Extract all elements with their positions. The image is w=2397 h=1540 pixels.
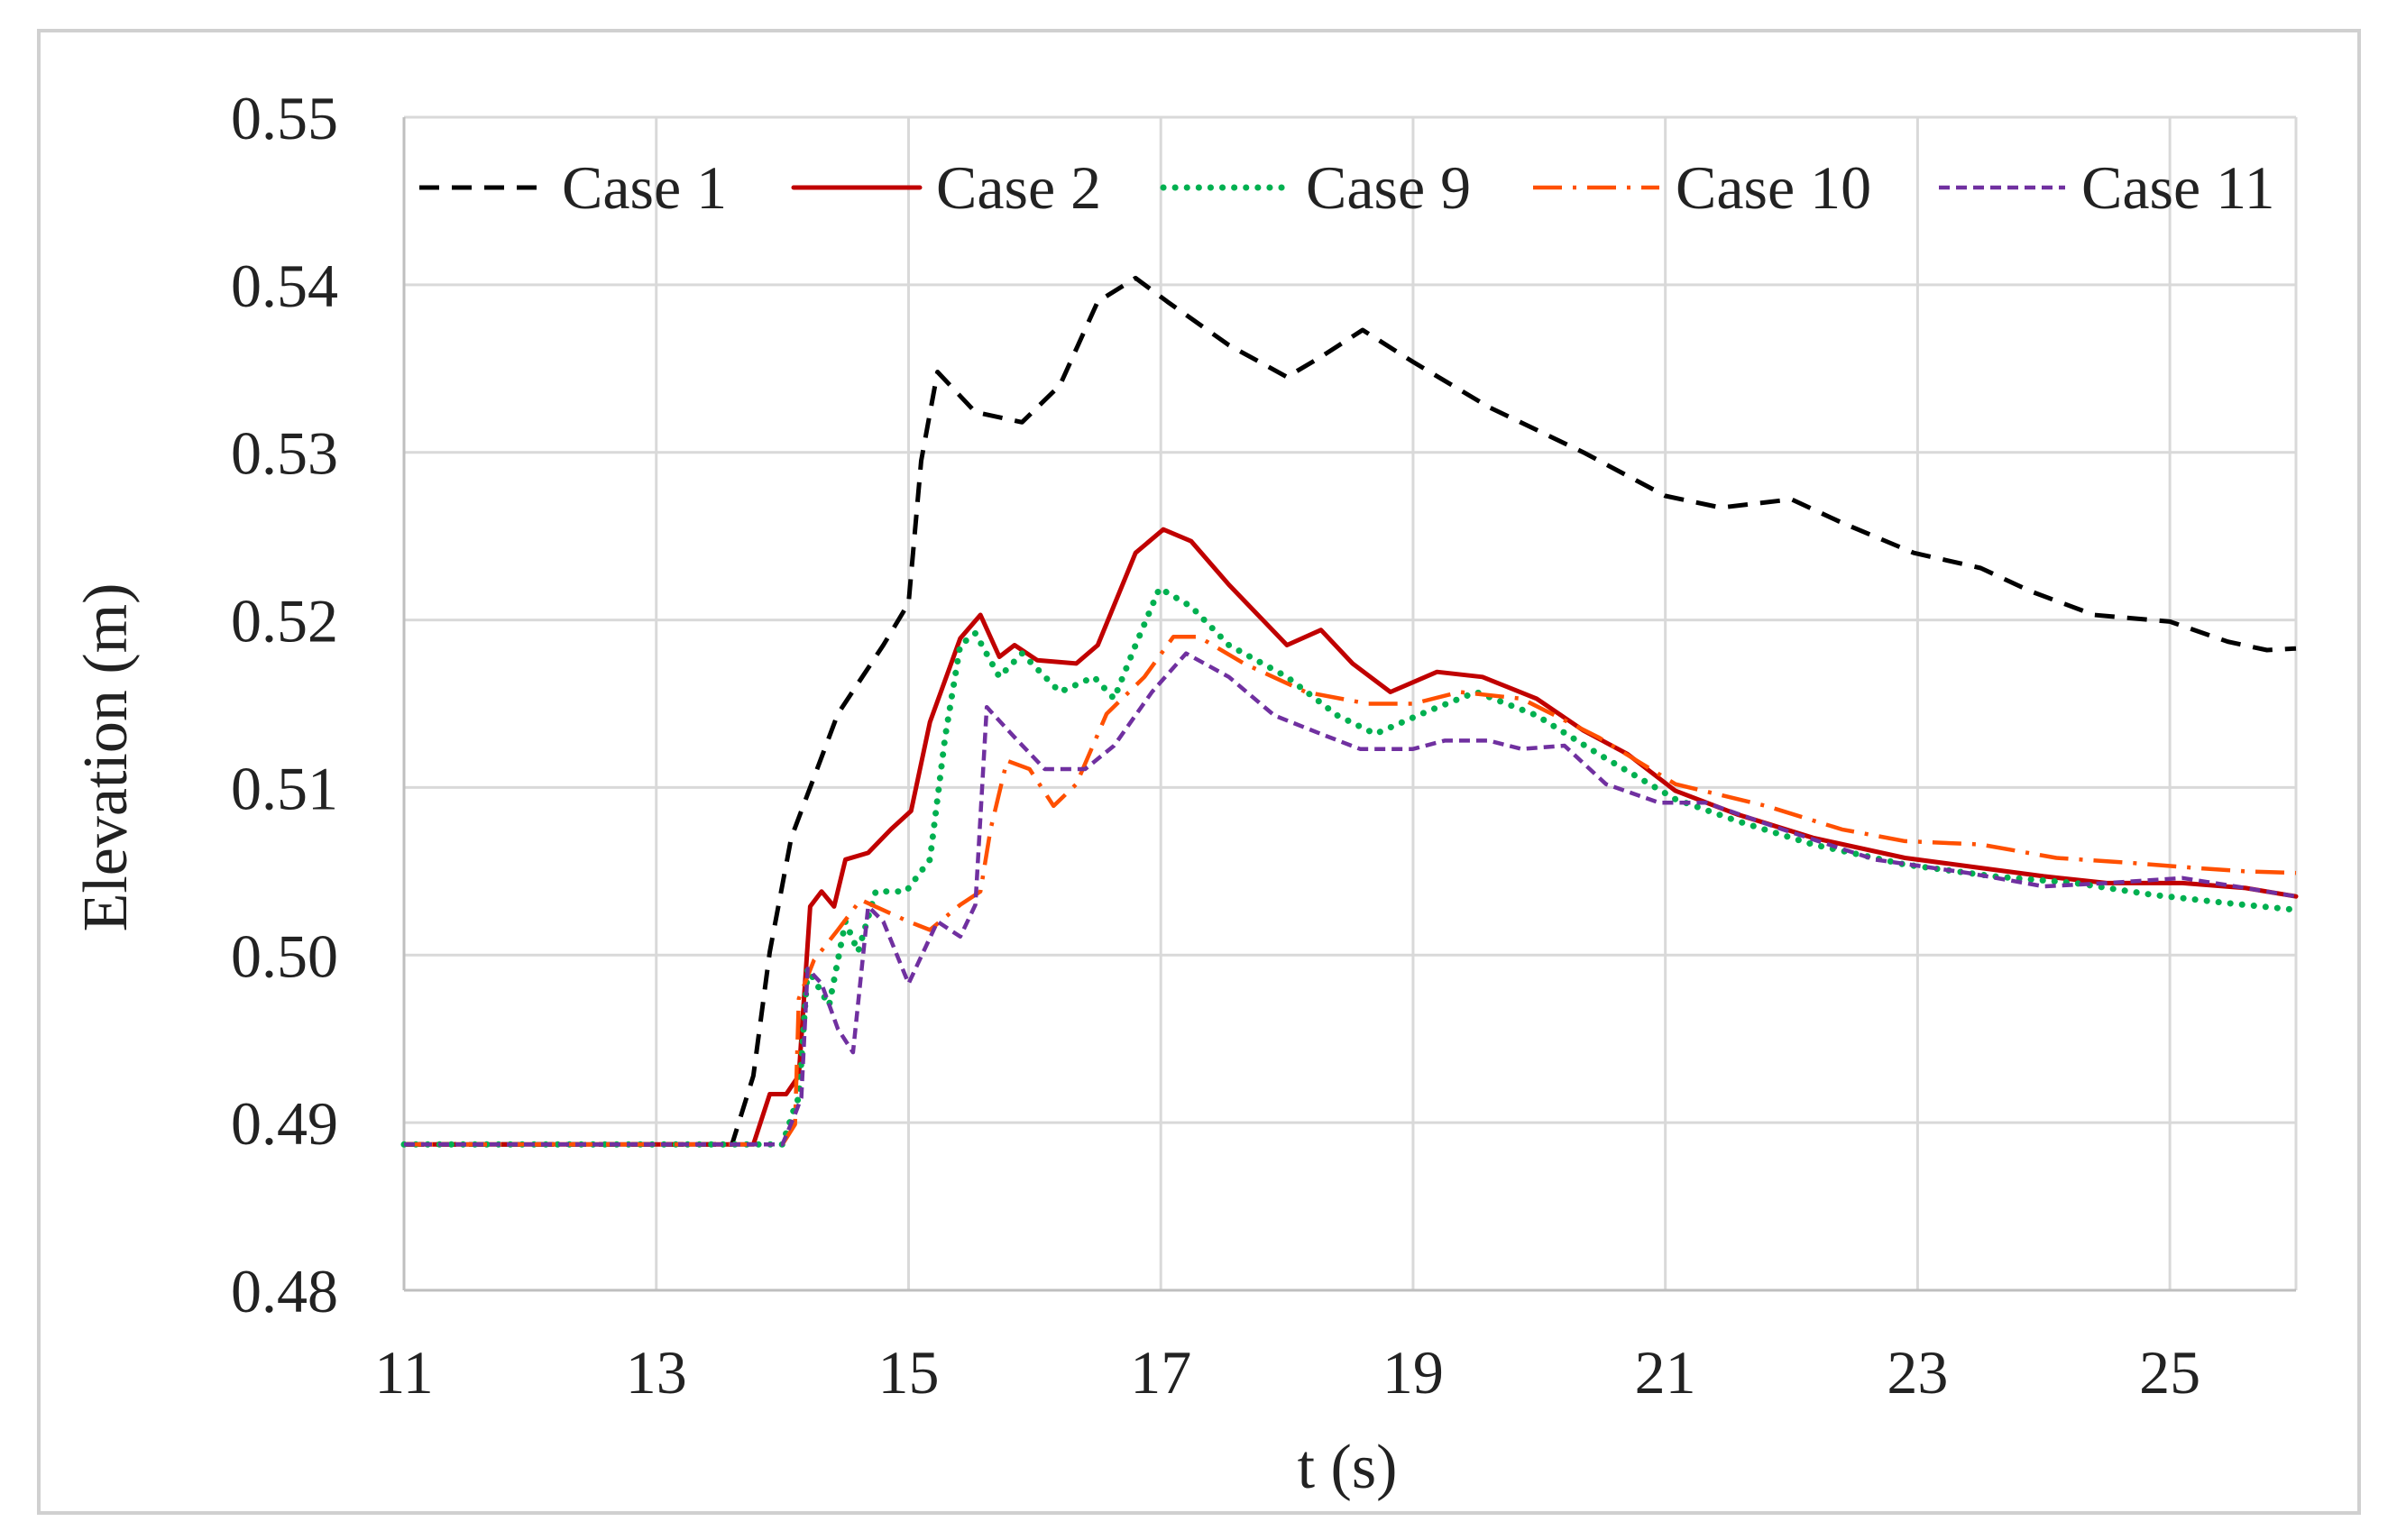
legend-label-case-1: Case 1 — [562, 153, 727, 222]
grid — [402, 115, 2298, 1292]
x-tick-label: 21 — [1635, 1338, 1696, 1407]
legend-label-case-11: Case 11 — [2081, 153, 2275, 222]
series-group — [400, 275, 2300, 1148]
x-tick-label: 13 — [626, 1338, 687, 1407]
x-tick-label: 11 — [374, 1338, 433, 1407]
x-tick-label: 17 — [1130, 1338, 1191, 1407]
legend: Case 1 Case 2 Case 9 Case 10 Case 11 — [419, 153, 2275, 222]
legend-label-case-10: Case 10 — [1676, 153, 1871, 222]
y-tick-label: 0.51 — [231, 754, 338, 822]
y-tick-label: 0.49 — [231, 1089, 338, 1158]
y-tick-label: 0.55 — [231, 84, 338, 152]
series-line-case-1 — [404, 275, 2297, 1147]
x-tick-label: 15 — [877, 1338, 939, 1407]
legend-label-case-9: Case 9 — [1306, 153, 1471, 222]
y-tick-label: 0.52 — [231, 587, 338, 655]
y-tick-label: 0.50 — [231, 921, 338, 990]
figure-border — [37, 29, 2361, 1515]
series-line-case-9 — [400, 584, 2300, 1148]
x-axis-label: t (s) — [1298, 1433, 1398, 1502]
series-line-case-11 — [404, 651, 2297, 1147]
x-tick-labels: 11 13 15 17 19 21 23 25 — [374, 1338, 2200, 1407]
series-line-case-10 — [404, 634, 2297, 1147]
y-axis-label: Elevation (m) — [71, 583, 141, 932]
legend-label-case-2: Case 2 — [936, 153, 1101, 222]
x-tick-label: 19 — [1382, 1338, 1444, 1407]
y-tick-label: 0.48 — [231, 1257, 338, 1325]
x-tick-label: 25 — [2139, 1338, 2200, 1407]
x-tick-label: 23 — [1887, 1338, 1948, 1407]
y-tick-label: 0.53 — [231, 419, 338, 488]
y-tick-label: 0.54 — [231, 252, 338, 320]
y-tick-labels: 0.48 0.49 0.50 0.51 0.52 0.53 0.54 0.55 — [231, 84, 338, 1325]
